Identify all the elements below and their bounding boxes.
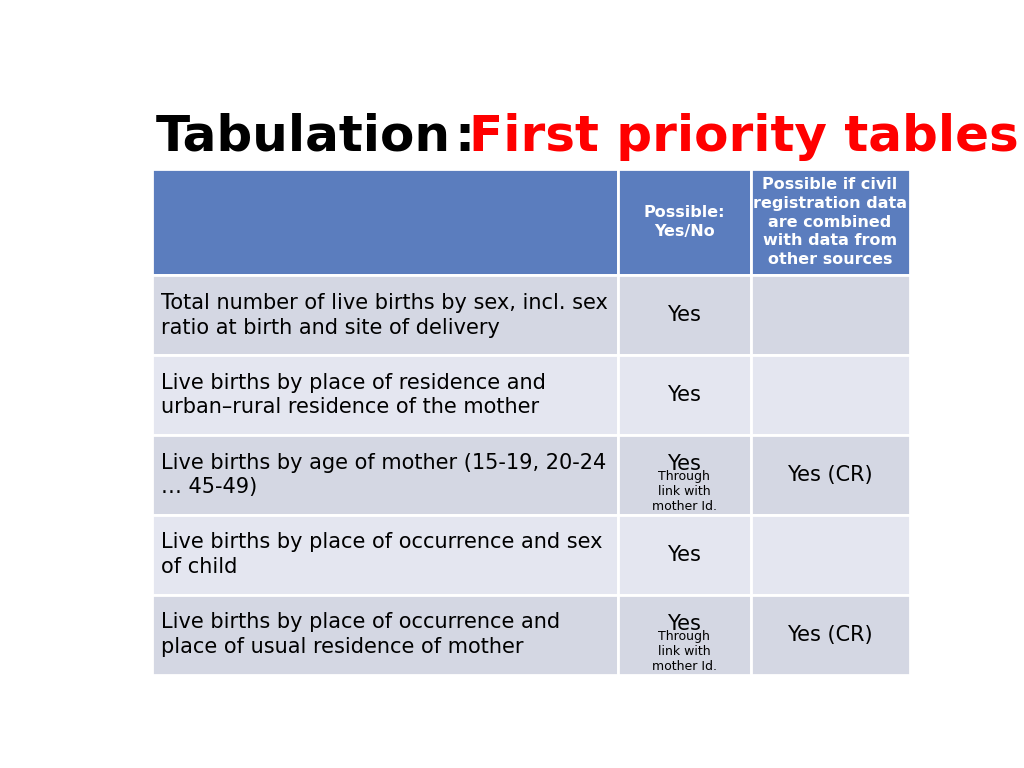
Bar bbox=[617, 515, 751, 594]
Bar bbox=[751, 169, 909, 275]
Bar bbox=[152, 594, 617, 674]
Text: Possible if civil
registration data
are combined
with data from
other sources: Possible if civil registration data are … bbox=[753, 177, 907, 266]
Text: Yes: Yes bbox=[668, 545, 701, 564]
Bar bbox=[751, 275, 909, 355]
Bar bbox=[751, 355, 909, 435]
Text: Total number of live births by sex, incl. sex
ratio at birth and site of deliver: Total number of live births by sex, incl… bbox=[162, 293, 608, 338]
Bar bbox=[152, 355, 617, 435]
Text: Yes (CR): Yes (CR) bbox=[787, 624, 872, 644]
Text: Yes (CR): Yes (CR) bbox=[787, 465, 872, 485]
Bar bbox=[751, 594, 909, 674]
Bar bbox=[751, 435, 909, 515]
Bar bbox=[617, 435, 751, 515]
Text: Live births by place of residence and
urban–rural residence of the mother: Live births by place of residence and ur… bbox=[162, 372, 546, 418]
Bar bbox=[152, 275, 617, 355]
Text: Live births by age of mother (15-19, 20-24
… 45-49): Live births by age of mother (15-19, 20-… bbox=[162, 452, 606, 498]
Text: Tabulation: Tabulation bbox=[156, 113, 451, 161]
Bar bbox=[751, 515, 909, 594]
Text: Yes: Yes bbox=[668, 614, 701, 634]
Bar bbox=[152, 515, 617, 594]
Text: :: : bbox=[455, 113, 493, 161]
Bar bbox=[617, 275, 751, 355]
Text: Yes: Yes bbox=[668, 455, 701, 475]
Bar bbox=[152, 435, 617, 515]
Text: First priority tables: First priority tables bbox=[469, 113, 1019, 161]
Bar bbox=[152, 169, 617, 275]
Text: Yes: Yes bbox=[668, 385, 701, 405]
Text: Possible:
Yes/No: Possible: Yes/No bbox=[643, 205, 725, 239]
Bar bbox=[617, 169, 751, 275]
Bar bbox=[617, 594, 751, 674]
Text: Through
link with
mother Id.: Through link with mother Id. bbox=[651, 470, 717, 513]
Text: Through
link with
mother Id.: Through link with mother Id. bbox=[651, 630, 717, 673]
Bar bbox=[617, 355, 751, 435]
Text: Live births by place of occurrence and sex
of child: Live births by place of occurrence and s… bbox=[162, 532, 603, 578]
Text: Yes: Yes bbox=[668, 305, 701, 325]
Text: Live births by place of occurrence and
place of usual residence of mother: Live births by place of occurrence and p… bbox=[162, 612, 560, 657]
